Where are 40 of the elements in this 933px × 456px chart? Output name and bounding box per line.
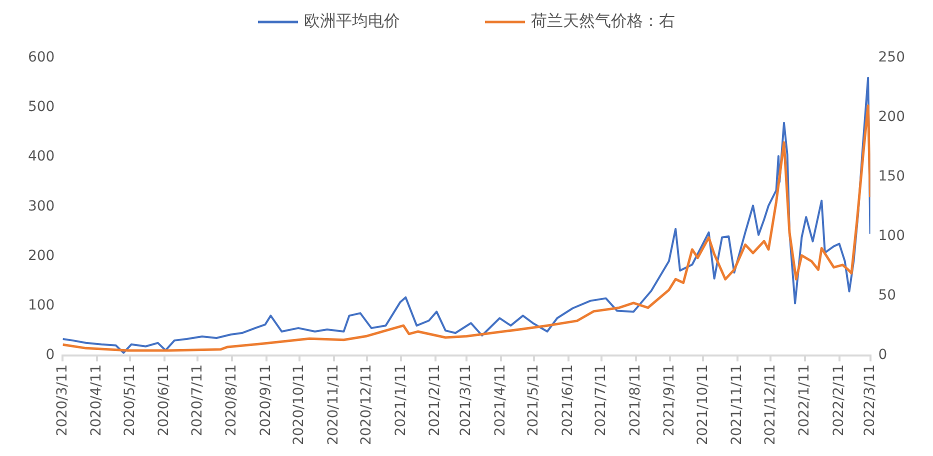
x-tick-label: 2021/7/11 [593,364,610,436]
x-tick-label: 2021/11/11 [729,364,746,446]
y-tick-label: 400 [28,148,55,165]
y-tick-label: 600 [28,50,55,66]
x-tick-label: 2020/3/11 [54,364,70,436]
x-tick-label: 2021/5/11 [526,364,542,436]
x-tick-label: 2022/2/11 [830,364,847,436]
x-tick-label: 2021/10/11 [694,364,711,446]
x-tick-label: 2022/1/11 [796,364,813,436]
y-tick-label: 300 [28,198,55,214]
y2-tick-label: 100 [878,228,906,244]
x-tick-label: 2020/10/11 [291,364,308,446]
x-tick-label: 2021/2/11 [427,364,444,436]
x-tick-label: 2022/3/11 [862,364,878,436]
x-tick-label: 2021/3/11 [458,364,474,436]
y2-tick-label: 50 [878,287,896,304]
x-tick-label: 2021/6/11 [560,364,576,436]
x-tick-label: 2020/4/11 [88,364,105,436]
x-tick-label: 2020/7/11 [189,364,206,436]
x-tick-label: 2020/6/11 [156,364,172,436]
legend-label: 欧洲平均电价 [304,11,400,30]
x-tick-label: 2020/11/11 [325,364,342,446]
y-tick-label: 0 [46,346,55,363]
x-tick-label: 2020/12/11 [358,364,375,446]
y2-tick-label: 200 [878,109,906,126]
legend-label: 荷兰天然气价格：右 [531,11,675,30]
x-tick-label: 2020/5/11 [122,364,138,436]
y2-tick-label: 0 [878,346,888,363]
y-tick-label: 200 [28,248,55,264]
y-tick-label: 500 [28,99,55,116]
y2-tick-label: 250 [878,50,906,66]
x-tick-label: 2020/9/11 [258,364,274,436]
x-tick-label: 2021/9/11 [662,364,678,436]
x-tick-label: 2021/1/11 [392,364,409,436]
x-tick-label: 2021/4/11 [492,364,508,436]
x-tick-label: 2021/12/11 [762,364,778,446]
x-tick-label: 2020/8/11 [224,364,240,436]
y-tick-label: 100 [28,297,55,314]
x-tick-label: 2021/8/11 [627,364,644,436]
y2-tick-label: 150 [878,168,906,185]
